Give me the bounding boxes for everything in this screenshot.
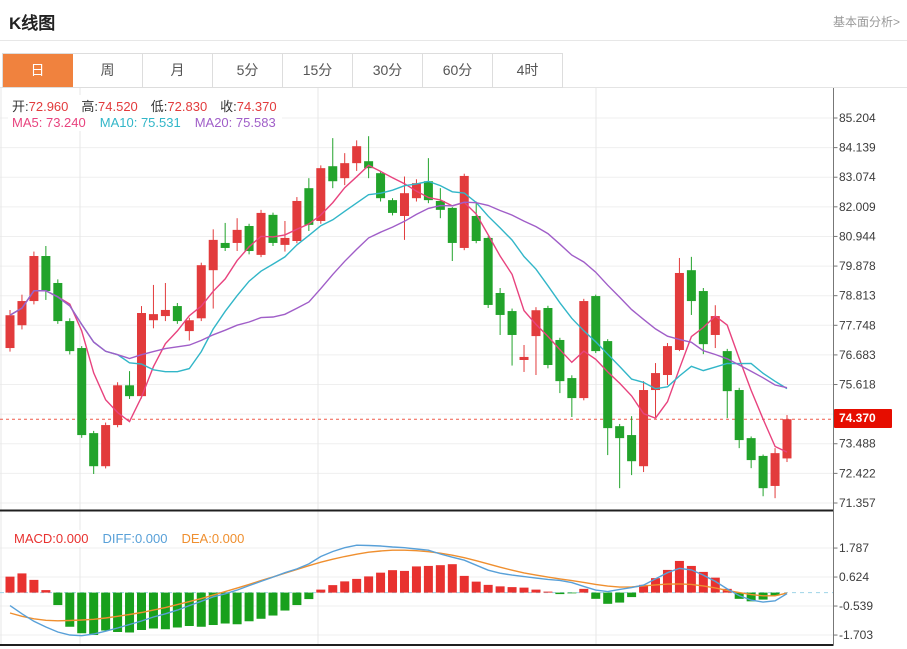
ma5-line [9, 164, 788, 453]
high-value: 74.520 [98, 99, 138, 114]
price-axis-label: 85.204 [839, 111, 876, 125]
low-value: 72.830 [167, 99, 208, 114]
axis-labels: 85.204 84.139 83.074 82.009 80.944 79.878 78.8… [833, 111, 876, 642]
macd-axis-label: 0.624 [839, 570, 869, 584]
price-axis-label: 72.422 [839, 466, 876, 480]
price-axis-label: 76.683 [839, 348, 876, 362]
price-axis-label: 78.813 [839, 289, 876, 303]
close-label: 收: [220, 99, 237, 114]
macd-axis-label: -0.539 [839, 599, 873, 613]
open-label: 开: [12, 99, 29, 114]
macd-axis-label: 1.787 [839, 541, 869, 555]
macd-value: MACD:0.000 [14, 531, 89, 546]
price-axis-label: 75.618 [839, 378, 876, 392]
current-price-badge: 74.370 [834, 409, 892, 428]
dea-value: DEA:0.000 [181, 531, 245, 546]
ma10-line [9, 180, 788, 390]
ma-info: MA5: 73.240 MA10: 75.531 MA20: 75.583 [8, 114, 282, 131]
price-axis-label: 82.009 [839, 200, 876, 214]
high-label: 高: [81, 99, 99, 114]
diff-line [9, 544, 788, 637]
price-axis-label: 80.944 [839, 229, 876, 243]
tab-30分[interactable]: 30分 [353, 54, 423, 87]
macd-axis-label: -1.703 [839, 628, 873, 642]
macd-histogram [5, 560, 780, 635]
price-axis-label: 77.748 [839, 318, 876, 332]
fundamental-analysis-link[interactable]: 基本面分析> [832, 15, 900, 29]
tab-月[interactable]: 月 [143, 54, 213, 87]
ma20-line [9, 201, 788, 389]
ma10-value: MA10: 75.531 [99, 115, 181, 130]
gridlines [0, 88, 834, 645]
tab-周[interactable]: 周 [73, 54, 143, 87]
tab-日[interactable]: 日 [3, 54, 73, 87]
price-axis-label: 73.488 [839, 437, 876, 451]
close-value: 74.370 [236, 99, 277, 114]
tab-5分[interactable]: 5分 [213, 54, 283, 87]
macd-info: MACD:0.000 DIFF:0.000 DEA:0.000 [12, 530, 251, 547]
ma20-value: MA20: 75.583 [194, 115, 276, 130]
tab-4时[interactable]: 4时 [493, 54, 562, 87]
price-axis-label: 79.878 [839, 259, 876, 273]
price-axis-label: 71.357 [839, 496, 876, 510]
tab-15分[interactable]: 15分 [283, 54, 353, 87]
axes [0, 88, 834, 646]
ohlc-info: 开:72.960 高:74.520 低:72.830 收:74.370 [8, 95, 296, 116]
tab-row: 日周月 5分 15分 30分 60分 4时 [0, 53, 907, 88]
dea-line [9, 549, 788, 622]
tab-60分[interactable]: 60分 [423, 54, 493, 87]
open-value: 72.960 [28, 99, 69, 114]
diff-value: DIFF:0.000 [102, 531, 168, 546]
price-axis-label: 83.074 [839, 170, 876, 184]
tab-bar: 日周月 5分 15分 30分 60分 4时 [2, 53, 563, 88]
low-label: 低: [150, 99, 168, 114]
header: K线图 基本面分析> [0, 0, 907, 41]
ma5-value: MA5: 73.240 [12, 115, 86, 130]
page-title: K线图 [9, 14, 56, 33]
price-axis-label: 84.139 [839, 141, 876, 155]
